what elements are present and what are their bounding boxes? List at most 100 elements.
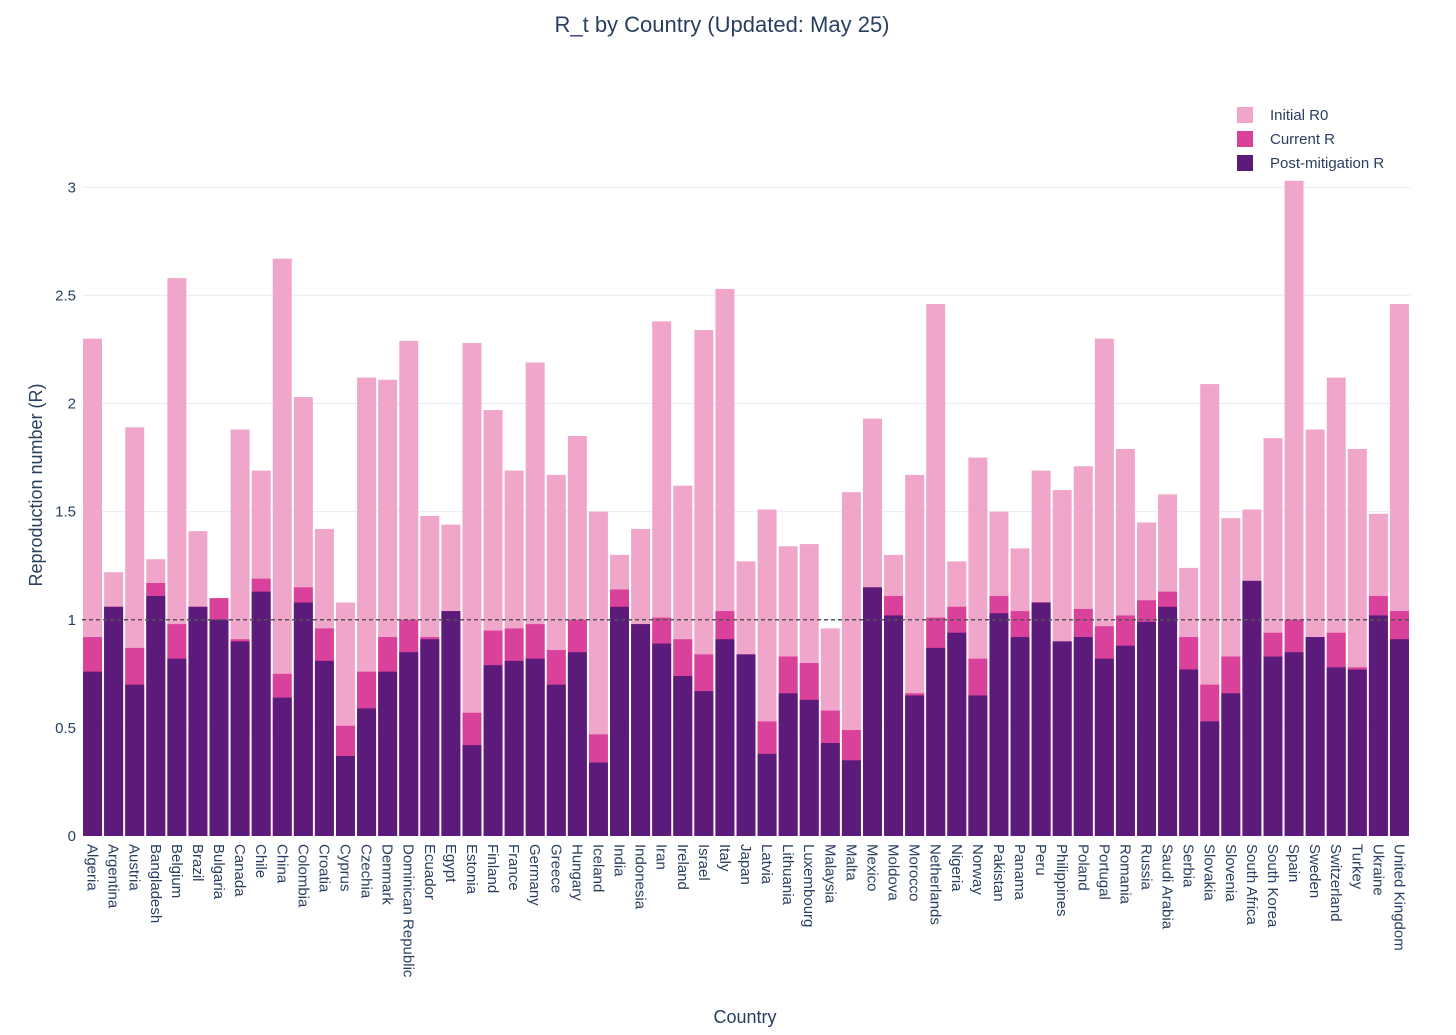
bar[interactable] [820,743,840,836]
legend-item[interactable]: Post-mitigation R [1237,155,1384,172]
bar[interactable] [525,658,545,836]
x-tick-label: Brazil [189,844,206,882]
bar[interactable] [968,695,988,836]
bar[interactable] [104,606,124,836]
x-tick-label: Switzerland [1327,844,1344,922]
x-tick-label: Bangladesh [147,844,164,923]
x-tick-label: Ireland [674,844,691,890]
bar[interactable] [631,624,651,836]
x-tick-label: Belgium [168,844,185,898]
bar[interactable] [610,606,630,836]
x-tick-label: South Africa [1243,844,1260,926]
x-tick-label: Algeria [84,844,101,891]
bar[interactable] [1368,615,1388,836]
x-tick-label: Czechia [358,844,375,899]
x-tick-label: Saudi Arabia [1159,844,1176,930]
bar[interactable] [125,684,145,836]
bar[interactable] [483,665,503,836]
bar[interactable] [441,611,461,836]
bar[interactable] [1326,667,1346,836]
x-tick-label: Indonesia [632,844,649,910]
bar[interactable] [862,587,882,836]
bar[interactable] [947,632,967,836]
x-tick-label: Dominican Republic [400,844,417,978]
x-tick-label: China [273,844,290,884]
bar[interactable] [230,641,250,836]
bar[interactable] [83,671,103,836]
bar[interactable] [209,619,229,836]
bar[interactable] [567,652,587,836]
bar[interactable] [1389,639,1409,836]
bar[interactable] [989,613,1009,836]
bar[interactable] [778,693,798,836]
bar[interactable] [1263,656,1283,836]
x-tick-label: Japan [737,844,754,885]
legend-label: Current R [1270,131,1335,148]
bar[interactable] [736,654,756,836]
x-tick-label: Finland [484,844,501,893]
x-tick-label: Malta [842,844,859,881]
bar[interactable] [926,647,946,836]
bar[interactable] [504,660,524,836]
legend-item[interactable]: Current R [1237,131,1335,148]
bars-layer [83,180,1409,837]
bar[interactable] [652,643,672,836]
bar[interactable] [146,595,166,836]
bar[interactable] [399,652,419,836]
bar[interactable] [757,753,777,836]
x-tick-label: Ecuador [421,844,438,900]
bar[interactable] [715,639,735,836]
bar[interactable] [188,606,208,836]
x-tick-label: Portugal [1095,844,1112,900]
bar[interactable] [167,658,187,836]
x-tick-label: Nigeria [948,844,965,892]
bar[interactable] [673,675,693,836]
bar[interactable] [1073,637,1093,836]
bar[interactable] [1347,669,1367,837]
bar[interactable] [905,695,925,836]
y-tick-label: 1 [68,612,76,629]
bar[interactable] [1137,621,1156,836]
bar[interactable] [1052,641,1072,836]
legend[interactable]: Initial R0 Current R Post-mitigation R [1237,107,1384,172]
x-tick-label: Philippines [1053,844,1070,917]
x-tick-label: United Kingdom [1390,844,1407,951]
x-tick-label: Spain [1285,844,1302,882]
bar[interactable] [694,691,714,836]
bar[interactable] [1010,637,1030,836]
x-tick-label: Latvia [758,844,775,885]
y-axis-ticks: 0 0.5 1 1.5 2 2.5 3 [55,179,76,845]
bar[interactable] [272,697,292,836]
bar[interactable] [420,639,440,836]
bar[interactable] [293,602,313,836]
bar[interactable] [314,660,334,836]
bar[interactable] [1221,693,1241,836]
bar[interactable] [799,699,819,836]
bar[interactable] [546,684,566,836]
x-tick-label: Poland [1074,844,1091,891]
bar[interactable] [1031,602,1051,836]
bar[interactable] [1305,637,1325,836]
bar[interactable] [1284,652,1304,836]
bar[interactable] [1115,645,1135,836]
bar[interactable] [462,745,482,836]
legend-item[interactable]: Initial R0 [1237,107,1328,124]
bar[interactable] [357,708,377,836]
x-tick-label: Romania [1116,844,1133,905]
bar[interactable] [884,615,904,836]
bar[interactable] [841,760,861,836]
bar[interactable] [1242,580,1262,836]
bar[interactable] [251,591,271,836]
bar[interactable] [1094,658,1114,836]
x-tick-label: Panama [1011,844,1028,901]
x-tick-label: Luxembourg [800,844,817,927]
y-tick-label: 0 [68,828,76,845]
bar[interactable] [1179,669,1199,837]
x-tick-label: Hungary [568,844,585,901]
bar[interactable] [336,755,355,836]
bar[interactable] [378,671,398,836]
bar[interactable] [1200,721,1220,836]
bar[interactable] [588,762,608,836]
x-tick-label: Denmark [379,844,396,905]
bar[interactable] [1158,606,1178,836]
